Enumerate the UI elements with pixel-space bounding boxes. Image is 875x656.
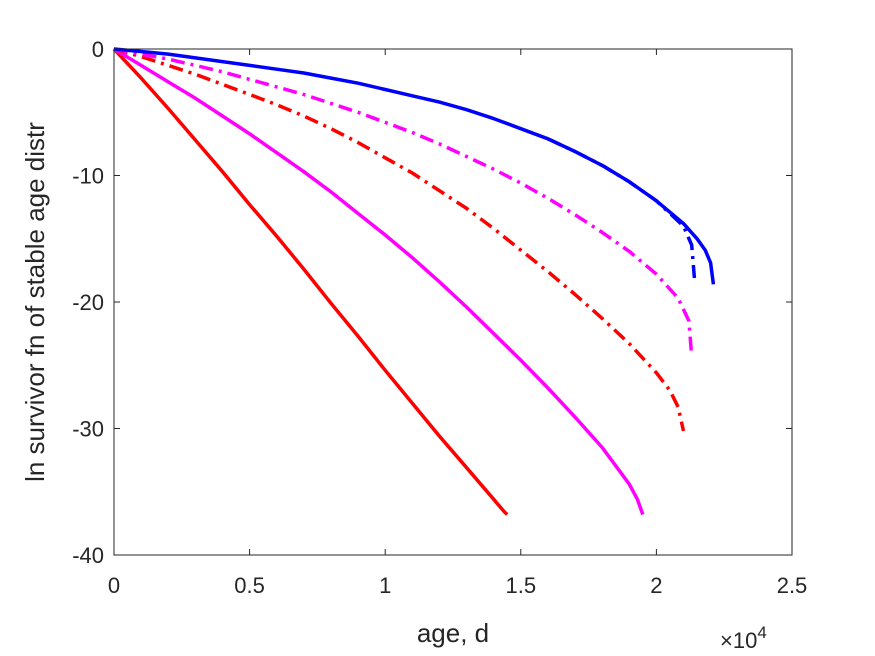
series-line-3 — [113, 47, 686, 432]
y-tick-label: -30 — [72, 417, 104, 442]
x-tick-label: 2 — [650, 573, 662, 598]
x-tick-label: 0.5 — [234, 573, 265, 598]
y-tick-label: 0 — [92, 37, 104, 62]
series-layer — [112, 47, 716, 516]
x-tick-label: 1.5 — [506, 573, 537, 598]
series-line-4 — [113, 47, 694, 357]
x-tick-label: 2.5 — [777, 573, 808, 598]
y-axis-label: ln survivor fn of stable age distr — [20, 122, 50, 482]
x-axis-exponent: ×104 — [720, 623, 767, 653]
x-axis-exponent-base: ×10 — [720, 628, 757, 653]
y-tick-label: -20 — [72, 290, 104, 315]
y-axis-ticks: -40 -30 -20 -10 0 — [72, 37, 792, 568]
y-tick-label: -40 — [72, 543, 104, 568]
series-line-1 — [112, 47, 509, 516]
series-line-2 — [113, 47, 645, 516]
series-line-6 — [547, 137, 697, 279]
x-axis-label: age, d — [417, 618, 489, 648]
x-axis-exponent-power: 4 — [757, 623, 766, 642]
x-tick-label: 0 — [108, 573, 120, 598]
plot-area — [114, 49, 792, 555]
x-tick-label: 1 — [379, 573, 391, 598]
y-tick-label: -10 — [72, 164, 104, 189]
x-axis-ticks: 0 0.5 1 1.5 2 2.5 — [108, 49, 807, 598]
